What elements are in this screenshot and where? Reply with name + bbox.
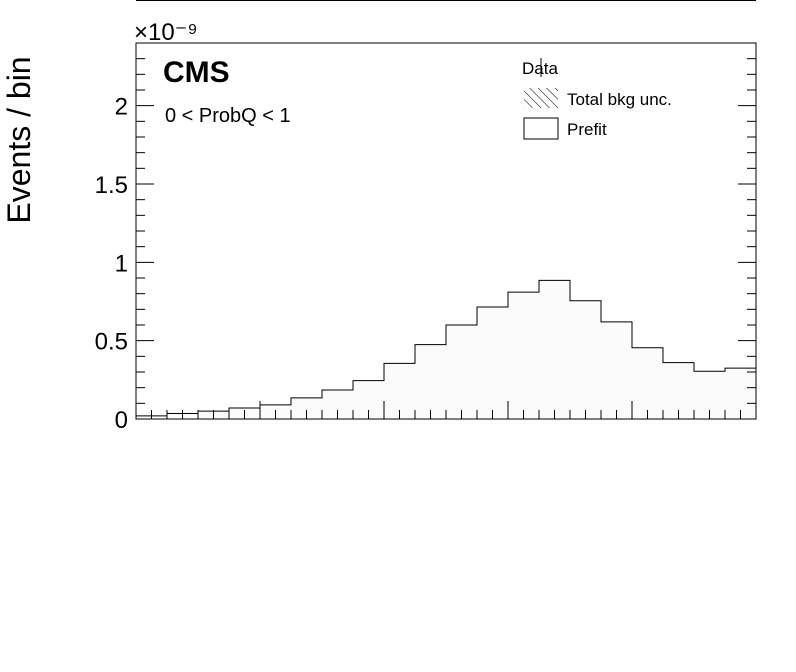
legend: Data Total bkg unc. Prefit: [522, 58, 672, 140]
prefit-bar: [508, 292, 539, 419]
prefit-bar: [384, 363, 415, 419]
y-tick-labels: 0 0.5 1 1.5 2: [95, 94, 128, 434]
legend-data-label: Data: [522, 59, 558, 78]
prefit-bar: [477, 306, 508, 419]
legend-prefit-label: Prefit: [567, 120, 607, 139]
cms-label: CMS: [163, 56, 230, 89]
y-tick-label: 1.5: [95, 172, 128, 199]
prefit-histogram: [136, 279, 756, 419]
y-tick-label: 0: [115, 407, 128, 434]
y-axis-label: Events / bin: [1, 56, 37, 223]
y-tick-label: 2: [115, 94, 128, 121]
region-label: 0 < ProbQ < 1: [165, 105, 291, 127]
legend-hatch-swatch: [524, 88, 558, 108]
prefit-bar: [663, 362, 694, 419]
y-axis-multiplier: ×10⁻⁹: [134, 19, 198, 46]
prefit-bar: [539, 280, 570, 419]
prefit-bar: [601, 321, 632, 419]
prefit-step-line: [136, 279, 756, 417]
prefit-bar: [446, 325, 477, 419]
prefit-bar: [632, 347, 663, 419]
y-tick-label: 0.5: [95, 329, 128, 356]
y-tick-label: 1: [115, 250, 128, 277]
prefit-bar: [415, 344, 446, 419]
prefit-bar: [570, 300, 601, 419]
axis-ticks: [135, 42, 757, 420]
legend-unc-label: Total bkg unc.: [567, 90, 672, 109]
legend-prefit-swatch: [523, 117, 559, 140]
prefit-bar: [291, 397, 322, 419]
